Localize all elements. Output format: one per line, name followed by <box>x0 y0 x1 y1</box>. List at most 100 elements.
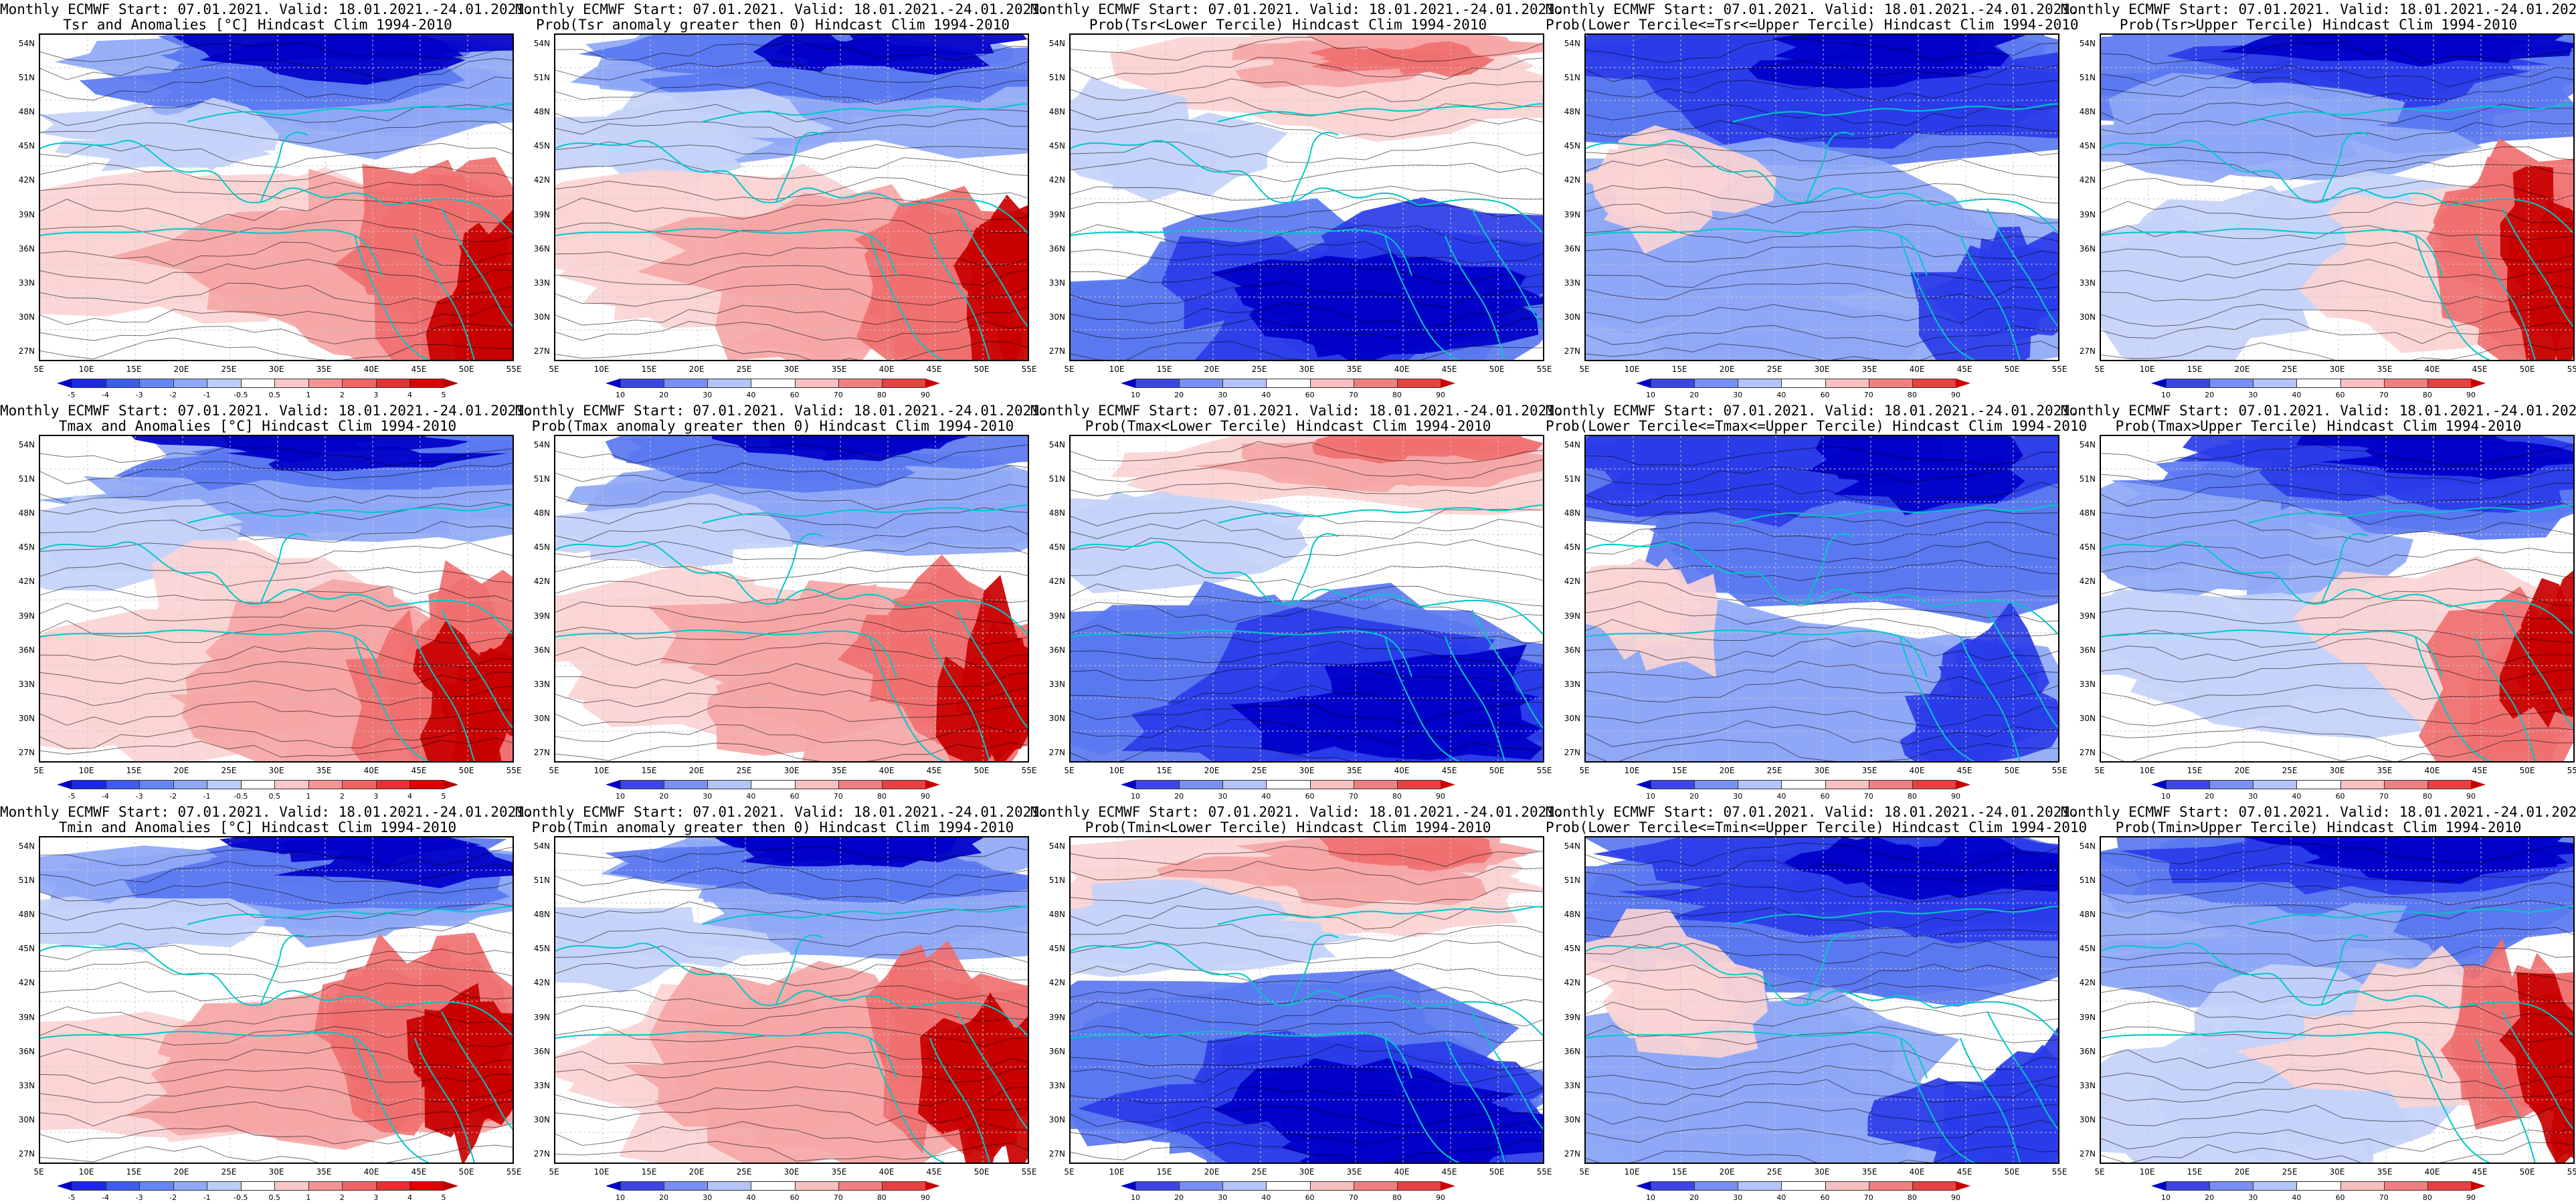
lon-tick-label: 55E <box>1536 1167 1552 1177</box>
lat-tick-label: 48N <box>2079 508 2096 518</box>
coastline <box>414 1037 475 1163</box>
contour-line <box>2101 280 2573 305</box>
contour-line <box>40 861 513 887</box>
lon-tick-label: 55E <box>2051 1167 2067 1177</box>
lat-tick-label: 30N <box>1564 713 1580 723</box>
color-bar-high-arrow <box>925 780 940 789</box>
map-area <box>554 435 1029 763</box>
color-bar <box>2151 1181 2486 1191</box>
contour-line <box>2101 201 2573 224</box>
map-area <box>39 836 514 1164</box>
color-bar-segment <box>707 1181 752 1191</box>
color-bar-segment <box>105 379 141 388</box>
coastline <box>1900 235 1976 360</box>
contour-line <box>1586 638 2058 662</box>
color-bar-tick-label: 90 <box>2466 391 2476 399</box>
color-bar-segment <box>375 780 411 789</box>
contour-line <box>1586 282 2058 300</box>
coastline <box>40 942 389 1009</box>
lon-tick-label: 10E <box>1109 365 1125 374</box>
color-bar-segment <box>1266 1181 1311 1191</box>
lon-tick-label: 50E <box>2519 365 2535 374</box>
lat-tick-label: 39N <box>533 1012 550 1022</box>
color-bar-tick-label: 90 <box>921 391 930 399</box>
lon-tick-label: 45E <box>2472 1167 2488 1177</box>
contour-line <box>40 1046 513 1070</box>
contour-line <box>555 985 1028 1009</box>
contour-line <box>1071 37 1543 62</box>
map-panel-tmax-anom: Monthly ECMWF Start: 07.01.2021. Valid: … <box>0 401 533 803</box>
map-field <box>1586 436 2058 761</box>
lat-tick-label: 39N <box>533 209 550 219</box>
coastline <box>187 906 513 925</box>
color-bar-tick-label: 30 <box>703 391 713 399</box>
color-bar-tick-label: 40 <box>2292 391 2302 399</box>
contour-line <box>40 701 513 726</box>
color-bar-segment <box>1309 379 1354 388</box>
color-bar-segment <box>1912 780 1956 789</box>
color-bar <box>2151 780 2486 789</box>
lon-tick-label: 35E <box>1861 1167 1877 1177</box>
color-bar-tick-label: 80 <box>1907 1193 1917 1202</box>
lon-tick-label: 20E <box>1204 365 1220 374</box>
color-bar-tick-label: -2 <box>169 1193 177 1202</box>
color-bar-tick-label: 4 <box>407 391 412 399</box>
lat-tick-label: 33N <box>2079 1080 2096 1090</box>
lat-tick-label: 54N <box>18 39 35 48</box>
contour-line <box>1586 739 2058 761</box>
lon-tick-label: 35E <box>316 1167 332 1177</box>
lat-tick-label: 39N <box>533 611 550 621</box>
shaded-area <box>1266 854 1488 909</box>
color-bar-tick-label: 90 <box>2466 792 2476 801</box>
color-bar-tick-label: 90 <box>1951 792 1960 801</box>
coastline <box>1071 942 1419 1009</box>
color-bar-segment <box>1266 780 1311 789</box>
lat-tick-label: 54N <box>2079 440 2096 449</box>
color-bar-tick-label: 30 <box>1733 391 1743 399</box>
lon-tick-label: 40E <box>1394 365 1410 374</box>
coastline <box>1384 636 1461 761</box>
color-bar-segment <box>794 379 839 388</box>
coastline <box>903 1001 1028 1037</box>
coastline <box>1806 533 1854 604</box>
color-bar-segment <box>838 1181 883 1191</box>
shaded-area <box>1319 837 1493 866</box>
lon-tick-label: 5E <box>33 766 44 775</box>
lat-tick-label: 33N <box>1564 1080 1580 1090</box>
contour-line <box>555 284 1028 307</box>
lon-tick-label: 25E <box>1251 766 1267 775</box>
lon-tick-label: 25E <box>221 766 237 775</box>
shaded-area <box>714 452 1028 546</box>
contour-line <box>40 922 513 938</box>
lat-tick-label: 54N <box>1048 440 1065 449</box>
color-bar-segment <box>375 1181 411 1191</box>
contour-line <box>1071 986 1543 1006</box>
contour-line <box>555 642 1028 669</box>
color-bar-segment <box>1135 1181 1180 1191</box>
color-bar <box>57 1181 458 1191</box>
color-bar-segment <box>1266 379 1311 388</box>
color-bar <box>606 379 940 388</box>
contour-line <box>2101 684 2573 706</box>
coastline <box>1445 1037 1505 1163</box>
contour-line <box>40 563 513 587</box>
lat-tick-label: 30N <box>18 713 35 723</box>
color-bar-tick-label: 80 <box>2422 391 2432 399</box>
color-bar-segment <box>1651 379 1695 388</box>
lon-tick-label: 50E <box>974 365 990 374</box>
coastline <box>1445 636 1505 761</box>
color-bar-high-arrow <box>1956 379 1970 388</box>
contour-line <box>1586 481 2058 506</box>
lon-tick-label: 25E <box>1766 1167 1782 1177</box>
color-bar-tick-label: 80 <box>1392 391 1402 399</box>
shaded-area <box>253 436 471 454</box>
contour-line <box>1071 1122 1543 1145</box>
lat-tick-label: 51N <box>1048 474 1065 484</box>
color-bar-segment <box>1781 379 1826 388</box>
lat-tick-label: 45N <box>18 542 35 553</box>
lat-tick-label: 27N <box>1564 346 1580 356</box>
contour-line <box>2101 638 2573 664</box>
color-bar-tick-label: -5 <box>68 391 76 399</box>
lon-tick-label: 25E <box>221 1167 237 1177</box>
lat-tick-label: 51N <box>533 474 550 484</box>
